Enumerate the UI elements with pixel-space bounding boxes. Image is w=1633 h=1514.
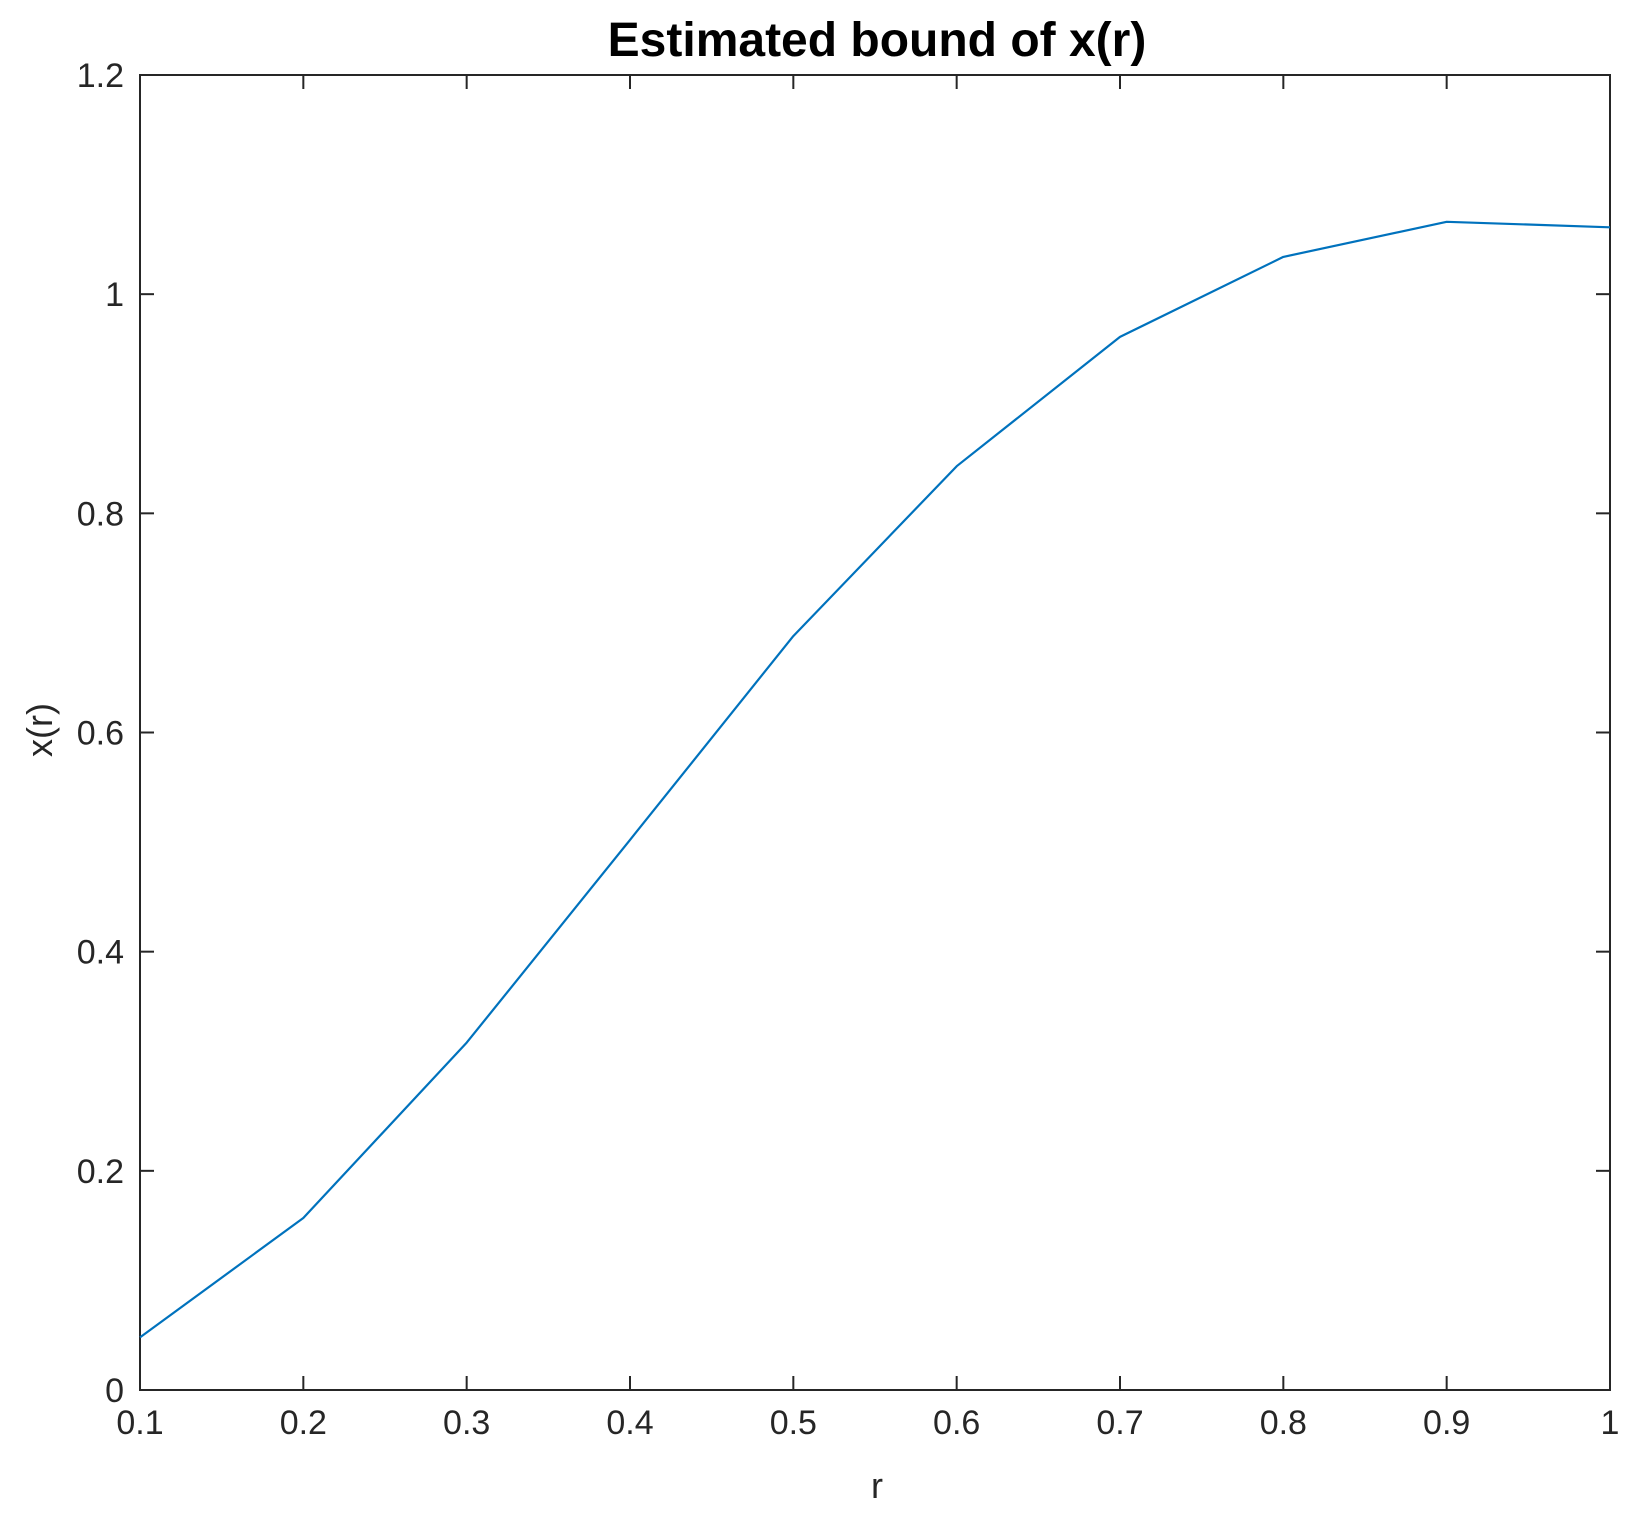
y-tick-label: 0.4 bbox=[77, 934, 124, 972]
x-tick-label: 0.5 bbox=[770, 1404, 817, 1442]
x-tick-label: 0.6 bbox=[933, 1404, 980, 1442]
chart-title: Estimated bound of x(r) bbox=[608, 14, 1147, 67]
x-tick-label: 0.3 bbox=[443, 1404, 490, 1442]
y-tick-label: 0.8 bbox=[77, 495, 124, 533]
x-tick-label: 0.4 bbox=[606, 1404, 653, 1442]
x-tick-label: 0.7 bbox=[1096, 1404, 1143, 1442]
y-tick-label: 1.2 bbox=[77, 57, 124, 95]
x-tick-label: 0.8 bbox=[1260, 1404, 1307, 1442]
x-tick-label: 1 bbox=[1601, 1404, 1620, 1442]
y-tick-label: 0.6 bbox=[77, 715, 124, 753]
y-tick-label: 0 bbox=[105, 1372, 124, 1410]
series-line bbox=[139, 220, 1611, 1339]
y-axis-label: x(r) bbox=[19, 703, 60, 757]
x-tick-label: 0.1 bbox=[116, 1404, 163, 1442]
x-axis-label: r bbox=[871, 1465, 883, 1506]
y-tick-label: 1 bbox=[105, 276, 124, 314]
plot-area: 0.1 0.2 0.3 0.4 0.5 0.6 0.7 0.8 0.9 1 0 0.2 0.4 0.6 0.… bbox=[77, 57, 1620, 1442]
x-tick-label: 0.9 bbox=[1423, 1404, 1470, 1442]
x-tick-label: 0.2 bbox=[280, 1404, 327, 1442]
y-tick-label: 0.2 bbox=[77, 1153, 124, 1191]
